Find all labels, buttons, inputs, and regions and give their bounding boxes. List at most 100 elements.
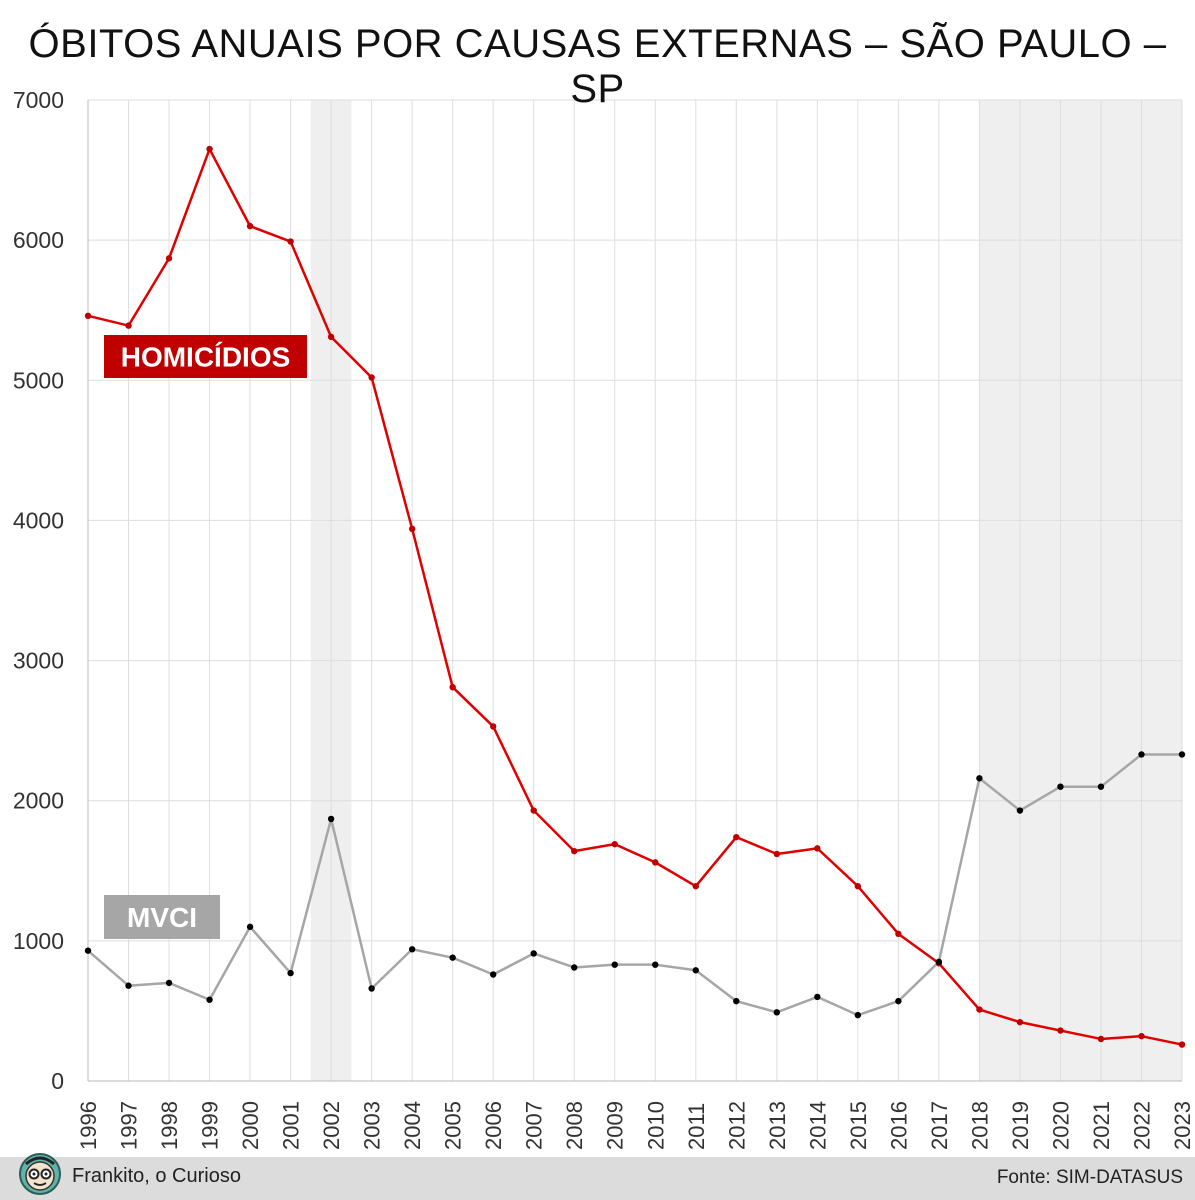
y-tick-label-7000: 7000: [13, 87, 64, 113]
point-homic-dios-2000: [246, 222, 254, 230]
y-tick-label-2000: 2000: [13, 788, 64, 814]
point-homic-dios-2007: [530, 807, 537, 814]
point-mvci-2003: [368, 985, 375, 992]
point-mvci-2008: [571, 964, 578, 971]
x-tick-label-2007: 2007: [522, 1101, 547, 1150]
point-homic-dios-2001: [287, 238, 294, 245]
point-homic-dios-2009: [611, 840, 618, 848]
x-tick-label-2000: 2000: [238, 1101, 263, 1150]
chart-title: ÓBITOS ANUAIS POR CAUSAS EXTERNAS – SÃO …: [28, 22, 1167, 111]
point-mvci-2004: [408, 946, 416, 953]
point-homic-dios-2023: [1178, 1041, 1186, 1048]
y-tick-label-6000: 6000: [13, 227, 64, 253]
point-homic-dios-2016: [895, 930, 902, 938]
x-tick-label-2022: 2022: [1129, 1101, 1154, 1150]
point-homic-dios-1998: [165, 255, 173, 262]
x-tick-label-1997: 1997: [117, 1101, 142, 1150]
point-homic-dios-2015: [854, 883, 862, 890]
point-mvci-2016: [895, 997, 902, 1005]
point-homic-dios-2011: [692, 883, 699, 890]
series-line-homic-dios: [87, 147, 1183, 1046]
series-label-mvci: MVCI: [127, 902, 197, 933]
point-homic-dios-2008: [571, 847, 578, 855]
point-mvci-2011: [692, 967, 699, 974]
point-mvci-2012: [733, 997, 740, 1005]
x-tick-label-2002: 2002: [319, 1101, 344, 1150]
series-labels: HOMICÍDIOS MVCI: [104, 335, 307, 939]
series-label-homic-dios: HOMICÍDIOS: [121, 342, 291, 373]
point-homic-dios-2022: [1138, 1032, 1145, 1040]
point-mvci-2013: [773, 1009, 781, 1016]
series-lines: [87, 147, 1183, 1046]
x-tick-label-2012: 2012: [724, 1101, 749, 1150]
footer-source: Fonte: SIM-DATASUS: [996, 1167, 1183, 1188]
point-mvci-2019: [1016, 807, 1024, 814]
point-homic-dios-2010: [652, 859, 659, 866]
x-tick-label-2021: 2021: [1089, 1101, 1114, 1150]
x-tick-label-2014: 2014: [805, 1101, 830, 1150]
x-tick-label-2019: 2019: [1008, 1101, 1033, 1150]
x-tick-label-2003: 2003: [360, 1101, 385, 1150]
point-homic-dios-2018: [976, 1006, 983, 1013]
series-line-mvci: [87, 753, 1182, 1017]
x-tick-label-2023: 2023: [1170, 1101, 1195, 1150]
x-tick-label-1998: 1998: [157, 1101, 182, 1150]
footer-bar: [0, 1157, 1195, 1200]
point-homic-dios-2005: [449, 683, 456, 691]
footer-author: Frankito, o Curioso: [72, 1165, 241, 1187]
point-mvci-1997: [125, 982, 132, 989]
point-homic-dios-2013: [773, 850, 781, 858]
point-mvci-2001: [287, 969, 294, 977]
point-homic-dios-2014: [814, 845, 821, 852]
x-tick-label-2017: 2017: [927, 1101, 952, 1150]
series-points: [84, 145, 1186, 1048]
x-tick-label-1996: 1996: [76, 1101, 101, 1150]
x-tick-label-2011: 2011: [684, 1103, 709, 1150]
grid-lines: [87, 99, 1183, 1082]
x-tick-label-2006: 2006: [481, 1101, 506, 1150]
point-mvci-2022: [1138, 751, 1145, 758]
x-tick-label-1999: 1999: [198, 1101, 223, 1150]
point-mvci-2020: [1057, 783, 1064, 790]
point-mvci-2023: [1178, 751, 1186, 758]
x-tick-label-2013: 2013: [765, 1101, 790, 1150]
point-homic-dios-2003: [368, 374, 375, 381]
y-tick-label-3000: 3000: [13, 648, 64, 674]
y-tick-label-4000: 4000: [13, 507, 64, 533]
frankito-avatar-icon: [19, 1153, 61, 1195]
point-mvci-2014: [814, 993, 821, 1001]
point-homic-dios-1996: [84, 312, 92, 320]
x-tick-label-2010: 2010: [643, 1101, 668, 1150]
x-tick-label-2008: 2008: [562, 1101, 587, 1150]
point-mvci-2010: [652, 961, 659, 968]
x-tick-label-2020: 2020: [1048, 1101, 1073, 1150]
point-homic-dios-2021: [1097, 1035, 1105, 1043]
point-homic-dios-2012: [733, 833, 740, 841]
point-mvci-1999: [206, 996, 213, 1003]
x-tick-label-2016: 2016: [886, 1101, 911, 1150]
x-tick-label-2005: 2005: [441, 1101, 466, 1150]
x-tick-label-2001: 2001: [279, 1101, 304, 1150]
point-mvci-2002: [327, 815, 335, 823]
point-mvci-1996: [84, 947, 92, 954]
point-homic-dios-1997: [125, 322, 132, 329]
point-mvci-1998: [165, 979, 173, 987]
point-mvci-2005: [449, 954, 456, 961]
point-mvci-2015: [854, 1011, 862, 1019]
y-tick-label-5000: 5000: [13, 367, 64, 393]
point-homic-dios-2002: [327, 333, 335, 341]
point-homic-dios-1999: [206, 145, 213, 153]
x-tick-label-2015: 2015: [846, 1101, 871, 1150]
y-tick-label-0: 0: [51, 1068, 64, 1094]
point-mvci-2017: [935, 958, 943, 966]
x-tick-label-2004: 2004: [400, 1101, 425, 1150]
point-mvci-2000: [246, 923, 254, 931]
point-homic-dios-2020: [1057, 1027, 1064, 1034]
point-mvci-2006: [489, 971, 497, 978]
x-tick-label-2009: 2009: [603, 1101, 628, 1150]
point-homic-dios-2019: [1016, 1018, 1024, 1026]
y-tick-label-1000: 1000: [13, 928, 64, 954]
point-mvci-2007: [530, 950, 537, 957]
series-label-box-homic-dios: [104, 335, 307, 378]
